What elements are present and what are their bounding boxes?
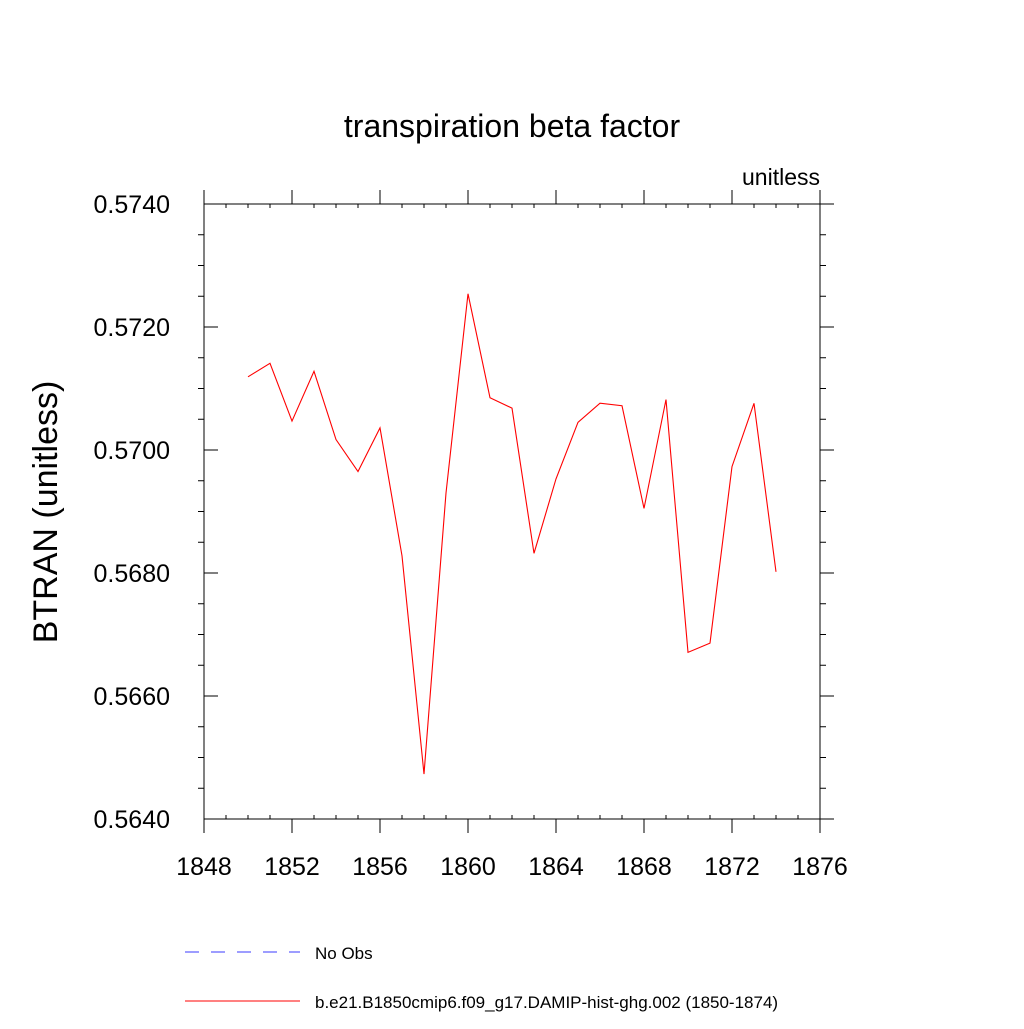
y-tick-label: 0.5740 [94,191,170,219]
x-tick-label: 1876 [792,853,848,881]
data-point [533,552,536,555]
data-point [313,370,316,373]
x-axis: 1848 1852 1856 1860 1864 1868 1872 1876 [176,190,848,881]
data-point [357,470,360,473]
legend: No Obs b.e21.B1850cmip6.f09_g17.DAMIP-his… [185,944,778,1012]
legend-label: b.e21.B1850cmip6.f09_g17.DAMIP-hist-ghg.… [315,993,778,1012]
plot-frame [203,203,821,820]
data-point [643,507,646,510]
y-tick-label: 0.5640 [94,806,170,834]
data-point [335,438,338,441]
series-layer [247,292,778,776]
y-tick-label: 0.5660 [94,683,170,711]
data-point [291,420,294,423]
y-axis-label: BTRAN (unitless) [27,381,65,644]
data-point [687,651,690,654]
series-line [247,293,777,775]
x-tick-label: 1856 [352,853,408,881]
data-point [467,292,470,295]
data-point [247,375,250,378]
x-tick-label: 1848 [176,853,232,881]
plot-border [203,203,821,820]
legend-label: No Obs [315,944,373,963]
x-tick-label: 1852 [264,853,320,881]
data-point [709,642,712,645]
data-point [379,426,382,429]
data-point [621,404,624,407]
data-point [775,570,778,573]
data-point [423,773,426,776]
y-tick-label: 0.5720 [94,314,170,342]
data-point [445,492,448,495]
data-point [489,396,492,399]
data-point [555,477,558,480]
data-point [731,465,734,468]
data-point [511,407,514,410]
units-label: unitless [742,164,820,190]
data-point [665,398,668,401]
chart-title: transpiration beta factor [344,108,681,144]
data-point [753,402,756,405]
data-point [599,402,602,405]
y-tick-label: 0.5700 [94,437,170,465]
x-tick-label: 1872 [704,853,760,881]
data-point [401,554,404,557]
x-tick-label: 1868 [616,853,672,881]
y-axis: 0.5640 0.5660 0.5680 0.5700 0.5720 0.5740 [94,191,834,834]
x-tick-label: 1864 [528,853,584,881]
x-tick-label: 1860 [440,853,496,881]
data-point [577,421,580,424]
data-point [269,362,272,365]
y-tick-label: 0.5680 [94,560,170,588]
